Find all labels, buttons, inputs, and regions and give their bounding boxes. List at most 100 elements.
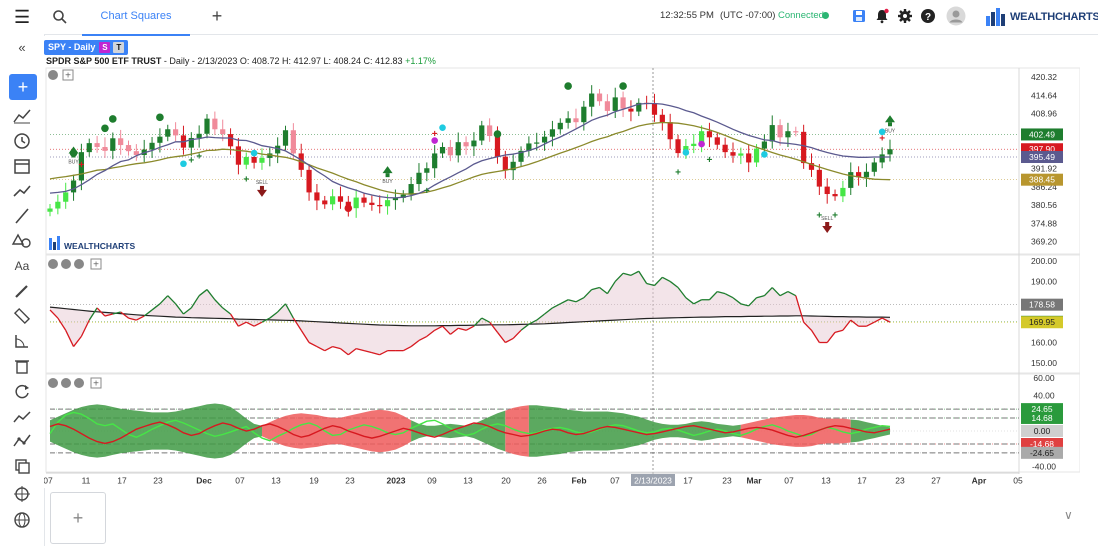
watermark-text: WEALTHCHARTS [64, 241, 135, 251]
price-tag [1021, 173, 1063, 186]
expand-panel-icon[interactable] [74, 378, 84, 388]
candle [267, 153, 273, 158]
hide-panel-icon[interactable] [48, 259, 58, 269]
tab-chart-squares[interactable]: Chart Squares [82, 0, 190, 36]
candle [730, 152, 736, 156]
shapes-icon[interactable] [10, 231, 34, 251]
y-tick-label: 160.00 [1031, 338, 1057, 348]
candle [855, 172, 862, 178]
chart-type-icon[interactable] [10, 406, 34, 426]
signal-label: BUY [885, 128, 896, 134]
hide-panel-icon[interactable] [48, 70, 58, 80]
candle [840, 187, 846, 197]
hamburger-menu-icon[interactable]: ☰ [14, 7, 31, 27]
oscillator-segment [842, 319, 852, 331]
collapse-sidebar-icon[interactable]: « [18, 40, 26, 55]
x-tick-label: 13 [271, 476, 281, 486]
add-tab-button[interactable]: + [211, 6, 223, 26]
candle [55, 201, 61, 209]
trash-icon[interactable] [10, 356, 34, 376]
oscillator-segment [261, 317, 271, 323]
chart-canvas[interactable]: WEALTHCHARTS + + + 420.32414.64408.96403… [44, 36, 1080, 488]
oscillator-segment [622, 272, 632, 276]
add-study-icon[interactable] [90, 377, 102, 389]
crosshair-icon[interactable] [10, 484, 34, 504]
avatar-icon[interactable] [946, 6, 966, 26]
calendar-icon[interactable] [10, 156, 34, 176]
oscillator-segment [238, 321, 247, 327]
connection-dot-icon [822, 12, 829, 19]
connection-status: Connected [778, 10, 824, 21]
add-study-icon[interactable] [90, 258, 102, 270]
badge-t[interactable]: T [113, 42, 125, 53]
x-tick-label: Dec [196, 476, 212, 486]
clock-icon[interactable] [10, 131, 34, 151]
candle [94, 143, 100, 147]
oscillator-segment [151, 303, 161, 311]
candle [432, 153, 438, 169]
hide-panel-icon[interactable] [48, 378, 58, 388]
gear-icon[interactable] [897, 8, 913, 24]
ma-fast-line [49, 102, 890, 199]
marker-cross: + [816, 211, 822, 222]
collapse-panel-icon[interactable] [61, 259, 71, 269]
count-badge [493, 130, 502, 138]
expand-panel-icon[interactable] [74, 259, 84, 269]
oscillator-segment [866, 321, 875, 327]
brand-logo: WEALTHCHARTS [986, 6, 1098, 28]
oscillator-segment [136, 315, 145, 321]
help-icon[interactable]: ? [920, 8, 936, 24]
chevron-down-icon[interactable]: ∨ [1064, 508, 1073, 522]
add-panel-button[interactable]: + [50, 492, 106, 544]
candle [494, 136, 501, 157]
candle [675, 139, 681, 154]
oscillator-segment [49, 309, 59, 319]
ruler-icon[interactable] [10, 306, 34, 326]
add-study-icon[interactable] [62, 69, 74, 81]
pencil-icon[interactable] [10, 281, 34, 301]
trend-line-icon[interactable] [10, 181, 34, 201]
candle [777, 125, 783, 138]
oscillator-segment [528, 319, 538, 325]
add-study-plus: + [93, 379, 99, 390]
collapse-panel-icon[interactable] [61, 378, 71, 388]
candle [149, 142, 155, 150]
oscillator-segment [198, 289, 208, 297]
candle [408, 184, 414, 195]
y-tick-label: 374.88 [1031, 218, 1057, 228]
text-tool-icon[interactable]: Aa [14, 259, 30, 273]
candle [322, 200, 328, 205]
price-tag [1021, 316, 1063, 329]
layers-icon[interactable] [10, 456, 34, 476]
candle [173, 129, 179, 136]
alerts-icon[interactable] [874, 8, 890, 24]
y-tick-label: 40.00 [1033, 391, 1055, 401]
chart-area[interactable]: WEALTHCHARTS + + + 420.32414.64408.96403… [44, 36, 1080, 488]
candle [337, 196, 344, 202]
search-icon[interactable] [52, 9, 68, 25]
oscillator-segment [143, 309, 153, 317]
badge-s[interactable]: S [99, 42, 111, 53]
cloud-area [50, 403, 262, 459]
candle [659, 114, 665, 123]
oscillator-segment [873, 317, 883, 323]
measure-icon[interactable] [10, 331, 34, 351]
line-tool-icon[interactable] [10, 206, 34, 226]
candle [502, 156, 508, 171]
oscillator-segment [183, 307, 192, 315]
indicators-icon[interactable] [10, 106, 34, 126]
symbol-badge[interactable]: SPY - Daily S T [44, 40, 129, 55]
price-tag-label: 395.49 [1029, 152, 1055, 162]
candle [259, 157, 265, 163]
candle [824, 186, 830, 195]
x-tick-label: 27 [931, 476, 941, 486]
oscillator-segment [214, 299, 224, 309]
save-icon[interactable] [851, 8, 867, 24]
compare-icon[interactable] [10, 431, 34, 451]
globe-icon[interactable] [10, 510, 34, 530]
candle [157, 136, 163, 143]
refresh-icon[interactable] [10, 381, 34, 401]
add-chart-button[interactable]: + [9, 74, 37, 100]
candle [557, 122, 563, 130]
price-tag [1021, 424, 1063, 437]
